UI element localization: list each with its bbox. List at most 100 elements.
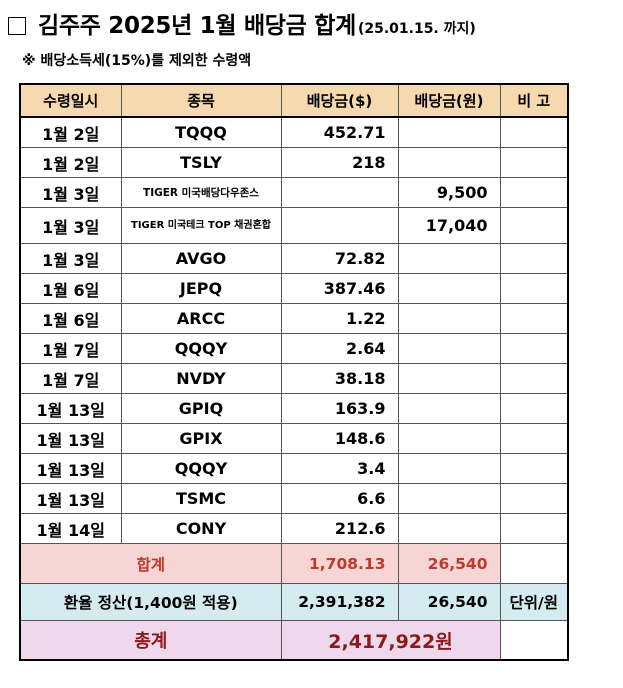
cell-krw — [397, 333, 501, 364]
cell-date: 1월 3일 — [19, 177, 122, 208]
cell-date: 1월 14일 — [19, 513, 122, 544]
cell-krw — [397, 363, 501, 394]
cell-krw — [397, 423, 501, 454]
dividend-table: 수령일시 종목 배당금($) 배당금(원) 비 고 1월 2일 TQQQ 452… — [19, 83, 569, 661]
cell-note — [499, 273, 569, 304]
cell-krw: 9,500 — [397, 177, 501, 208]
cell-krw — [397, 116, 501, 148]
cell-note — [499, 363, 569, 394]
cell-note — [499, 207, 569, 244]
exchange-label: 환율 정산(1,400원 적용) — [19, 583, 282, 621]
table-row: 1월 6일 JEPQ 387.46 — [19, 273, 569, 304]
cell-date: 1월 13일 — [19, 483, 122, 514]
table-row: 1월 3일 TIGER 미국배당다우존스 9,500 — [19, 177, 569, 208]
table-row: 1월 14일 CONY 212.6 — [19, 513, 569, 544]
cell-usd: 6.6 — [280, 483, 399, 514]
cell-krw — [397, 243, 501, 274]
cell-usd: 3.4 — [280, 453, 399, 484]
cell-date: 1월 13일 — [19, 393, 122, 424]
cell-ticker: AVGO — [120, 243, 282, 274]
cell-usd: 218 — [280, 147, 399, 178]
cell-krw — [397, 393, 501, 424]
cell-usd: 387.46 — [280, 273, 399, 304]
cell-ticker: TSLY — [120, 147, 282, 178]
table-row: 1월 7일 QQQY 2.64 — [19, 333, 569, 364]
cell-ticker: TIGER 미국테크 TOP 채권혼합 — [120, 207, 282, 244]
sum-krw: 26,540 — [397, 543, 501, 584]
cell-date: 1월 2일 — [19, 147, 122, 178]
cell-ticker: QQQY — [120, 333, 282, 364]
table-row: 1월 3일 AVGO 72.82 — [19, 243, 569, 274]
column-header-note: 비 고 — [499, 83, 569, 118]
cell-note — [499, 513, 569, 544]
cell-krw — [397, 273, 501, 304]
total-label: 총계 — [19, 620, 282, 661]
cell-date: 1월 6일 — [19, 303, 122, 334]
cell-ticker: QQQY — [120, 453, 282, 484]
exchange-row: 환율 정산(1,400원 적용) 2,391,382 26,540 단위/원 — [19, 583, 569, 621]
cell-usd: 148.6 — [280, 423, 399, 454]
table-row: 1월 13일 GPIQ 163.9 — [19, 393, 569, 424]
cell-usd: 452.71 — [280, 116, 399, 148]
cell-krw — [397, 513, 501, 544]
cell-usd: 2.64 — [280, 333, 399, 364]
table-row: 1월 2일 TSLY 218 — [19, 147, 569, 178]
sum-note — [499, 543, 569, 584]
column-header-krw: 배당금(원) — [397, 83, 501, 118]
exchange-krw: 26,540 — [397, 583, 501, 621]
sum-usd: 1,708.13 — [280, 543, 399, 584]
title-date-note: (25.01.15. 까지) — [357, 21, 476, 37]
cell-krw: 17,040 — [397, 207, 501, 244]
cell-usd — [280, 207, 399, 244]
table-row: 1월 7일 NVDY 38.18 — [19, 363, 569, 394]
exchange-unit-note: 단위/원 — [499, 583, 569, 621]
sum-row: 합계 1,708.13 26,540 — [19, 543, 569, 584]
cell-ticker: NVDY — [120, 363, 282, 394]
cell-usd: 1.22 — [280, 303, 399, 334]
total-value: 2,417,922원 — [280, 620, 501, 661]
cell-note — [499, 116, 569, 148]
cell-date: 1월 13일 — [19, 453, 122, 484]
column-header-ticker: 종목 — [120, 83, 282, 118]
table-header-row: 수령일시 종목 배당금($) 배당금(원) 비 고 — [19, 83, 569, 118]
cell-ticker: GPIQ — [120, 393, 282, 424]
cell-note — [499, 243, 569, 274]
cell-note — [499, 147, 569, 178]
cell-usd: 72.82 — [280, 243, 399, 274]
table-row: 1월 3일 TIGER 미국테크 TOP 채권혼합 17,040 — [19, 207, 569, 244]
cell-usd: 212.6 — [280, 513, 399, 544]
cell-ticker: TSMC — [120, 483, 282, 514]
cell-krw — [397, 147, 501, 178]
cell-ticker: GPIX — [120, 423, 282, 454]
title-text: 김주주 2025년 1월 배당금 합계 — [38, 13, 356, 39]
table-row: 1월 13일 GPIX 148.6 — [19, 423, 569, 454]
cell-ticker: TIGER 미국배당다우존스 — [120, 177, 282, 208]
cell-note — [499, 177, 569, 208]
cell-note — [499, 393, 569, 424]
cell-ticker: TQQQ — [120, 116, 282, 148]
cell-note — [499, 483, 569, 514]
cell-usd: 38.18 — [280, 363, 399, 394]
cell-note — [499, 453, 569, 484]
cell-ticker: JEPQ — [120, 273, 282, 304]
table-row: 1월 2일 TQQQ 452.71 — [19, 116, 569, 148]
document-title: 김주주 2025년 1월 배당금 합계 (25.01.15. 까지) — [8, 6, 476, 39]
cell-date: 1월 7일 — [19, 333, 122, 364]
sum-label: 합계 — [19, 543, 282, 584]
cell-krw — [397, 483, 501, 514]
cell-date: 1월 7일 — [19, 363, 122, 394]
cell-date: 1월 3일 — [19, 243, 122, 274]
cell-usd: 163.9 — [280, 393, 399, 424]
cell-date: 1월 13일 — [19, 423, 122, 454]
cell-usd — [280, 177, 399, 208]
exchange-usd-krw: 2,391,382 — [280, 583, 399, 621]
column-header-usd: 배당금($) — [280, 83, 399, 118]
cell-ticker: ARCC — [120, 303, 282, 334]
table-row: 1월 13일 TSMC 6.6 — [19, 483, 569, 514]
checkbox-icon — [8, 17, 26, 35]
cell-note — [499, 303, 569, 334]
cell-ticker: CONY — [120, 513, 282, 544]
tax-note: ※ 배당소득세(15%)를 제외한 수령액 — [22, 53, 252, 69]
total-note — [499, 620, 569, 661]
column-header-date: 수령일시 — [19, 83, 122, 118]
